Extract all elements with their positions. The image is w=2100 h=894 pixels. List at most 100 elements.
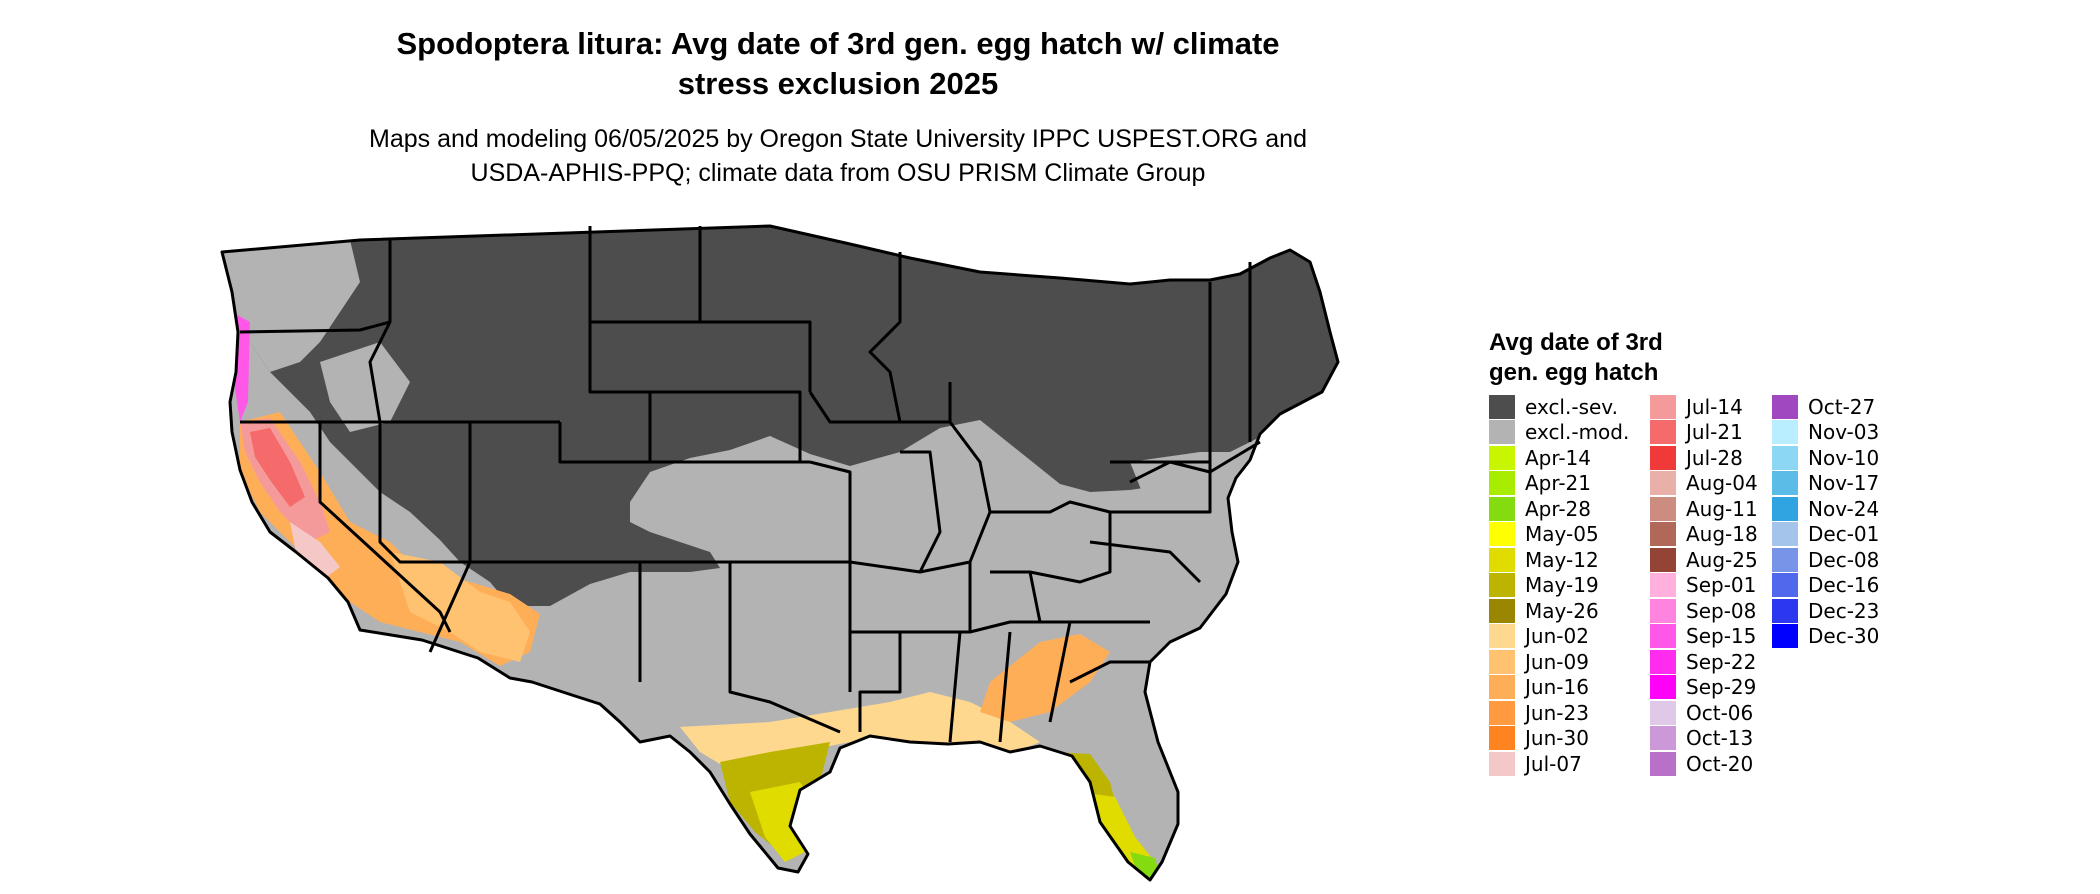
legend-swatch <box>1489 649 1515 674</box>
legend-item: May-19 <box>1489 573 1629 599</box>
legend-label: Oct-13 <box>1686 726 1754 751</box>
zone-california-light-pink <box>290 522 340 582</box>
legend-swatch <box>1489 624 1515 649</box>
legend-label: Sep-22 <box>1686 649 1757 674</box>
legend-swatch <box>1650 624 1676 649</box>
zone-california-red <box>250 428 305 507</box>
legend-swatch <box>1772 547 1798 572</box>
legend-swatch <box>1650 496 1676 521</box>
legend-label: Jun-16 <box>1525 675 1589 700</box>
legend-swatch <box>1489 726 1515 751</box>
legend-item: Sep-01 <box>1650 573 1758 599</box>
legend-item: Jun-02 <box>1489 624 1629 650</box>
legend-label: Jun-09 <box>1525 649 1589 674</box>
legend-item: excl.-sev. <box>1489 394 1629 420</box>
legend-title: Avg date of 3rd gen. egg hatch <box>1489 328 1809 388</box>
legend-swatch <box>1772 420 1798 445</box>
us-map <box>220 224 1340 882</box>
legend-label: Aug-04 <box>1686 471 1758 496</box>
zone-carolina-orange <box>980 634 1110 722</box>
legend-label: Sep-01 <box>1686 573 1757 598</box>
state-borders <box>220 224 1340 882</box>
legend-label: Oct-27 <box>1808 394 1876 419</box>
legend-label: Dec-16 <box>1808 573 1880 598</box>
legend-item: excl.-mod. <box>1489 420 1629 446</box>
legend-item: Jun-30 <box>1489 726 1629 752</box>
legend-swatch <box>1489 598 1515 623</box>
legend-item: May-05 <box>1489 522 1629 548</box>
legend-label: Nov-10 <box>1808 445 1880 470</box>
legend-swatch <box>1650 445 1676 470</box>
legend-swatch <box>1650 751 1676 776</box>
legend-item: Jun-16 <box>1489 675 1629 701</box>
legend-label: Nov-17 <box>1808 471 1880 496</box>
us-outline <box>220 224 1340 882</box>
legend-label: Nov-03 <box>1808 420 1880 445</box>
legend-swatch <box>1650 598 1676 623</box>
legend-label: May-12 <box>1525 547 1599 572</box>
legend-swatch <box>1650 394 1676 419</box>
legend-label: Dec-30 <box>1808 624 1880 649</box>
legend-swatch <box>1489 394 1515 419</box>
legend-item: Dec-30 <box>1772 624 1879 650</box>
legend-label: Sep-08 <box>1686 598 1757 623</box>
legend-label: Dec-08 <box>1808 547 1880 572</box>
legend-item: Dec-16 <box>1772 573 1879 599</box>
legend-item: Dec-23 <box>1772 598 1879 624</box>
legend-item: Sep-15 <box>1650 624 1758 650</box>
legend-item: May-12 <box>1489 547 1629 573</box>
legend-swatch <box>1772 445 1798 470</box>
legend-swatch <box>1489 547 1515 572</box>
legend-label: Jul-14 <box>1686 394 1743 419</box>
legend-item: Jun-09 <box>1489 649 1629 675</box>
legend-swatch <box>1650 420 1676 445</box>
zone-arizona-light-orange <box>390 552 530 662</box>
legend-label: Jul-21 <box>1686 420 1743 445</box>
legend-swatch <box>1772 624 1798 649</box>
title-line-1: Spodoptera litura: Avg date of 3rd gen. … <box>396 26 1280 61</box>
legend-item: Aug-18 <box>1650 522 1758 548</box>
legend-label: Jul-28 <box>1686 445 1743 470</box>
subtitle-line-1: Maps and modeling 06/05/2025 by Oregon S… <box>369 125 1307 153</box>
legend-label: Sep-15 <box>1686 624 1757 649</box>
legend-swatch <box>1650 649 1676 674</box>
legend-column-1: excl.-sev. excl.-mod. Apr-14 Apr-21 Apr-28 Ma… <box>1489 394 1629 777</box>
legend-swatch <box>1489 420 1515 445</box>
legend-label: Apr-28 <box>1525 496 1591 521</box>
legend-item: Nov-17 <box>1772 471 1879 497</box>
legend-item: Jul-07 <box>1489 751 1629 777</box>
legend-label: May-05 <box>1525 522 1599 547</box>
map-subtitle: Maps and modeling 06/05/2025 by Oregon S… <box>290 122 1386 190</box>
legend-item: Dec-08 <box>1772 547 1879 573</box>
legend-swatch <box>1772 573 1798 598</box>
interior-borders <box>239 226 1261 743</box>
legend-item: Sep-29 <box>1650 675 1758 701</box>
legend-title-line-1: Avg date of 3rd <box>1489 329 1663 356</box>
legend-swatch <box>1772 496 1798 521</box>
legend-swatch <box>1489 471 1515 496</box>
legend-swatch <box>1650 700 1676 725</box>
legend-label: Nov-24 <box>1808 496 1880 521</box>
legend-swatch <box>1489 751 1515 776</box>
legend-item: Sep-22 <box>1650 649 1758 675</box>
legend-swatch <box>1489 522 1515 547</box>
legend-swatch <box>1772 471 1798 496</box>
legend-swatch <box>1650 726 1676 751</box>
legend-column-3: Oct-27 Nov-03 Nov-10 Nov-17 Nov-24 Dec-01 Dec-… <box>1772 394 1879 649</box>
legend-item: May-26 <box>1489 598 1629 624</box>
legend-label: Sep-29 <box>1686 675 1757 700</box>
legend-item: Jun-23 <box>1489 700 1629 726</box>
legend-item: Aug-04 <box>1650 471 1758 497</box>
legend-label: excl.-mod. <box>1525 420 1630 445</box>
legend-label: Aug-25 <box>1686 547 1758 572</box>
legend-item: Nov-03 <box>1772 420 1879 446</box>
legend-swatch <box>1489 573 1515 598</box>
legend-label: Jun-30 <box>1525 726 1589 751</box>
zone-moderate-northwest-patch <box>230 240 360 372</box>
legend-label: Apr-14 <box>1525 445 1591 470</box>
legend-label: Aug-11 <box>1686 496 1758 521</box>
legend-column-2: Jul-14 Jul-21 Jul-28 Aug-04 Aug-11 Aug-18 Aug-… <box>1650 394 1758 777</box>
title-line-2: stress exclusion 2025 <box>677 66 999 101</box>
legend-swatch <box>1650 573 1676 598</box>
legend-label: Oct-06 <box>1686 700 1754 725</box>
